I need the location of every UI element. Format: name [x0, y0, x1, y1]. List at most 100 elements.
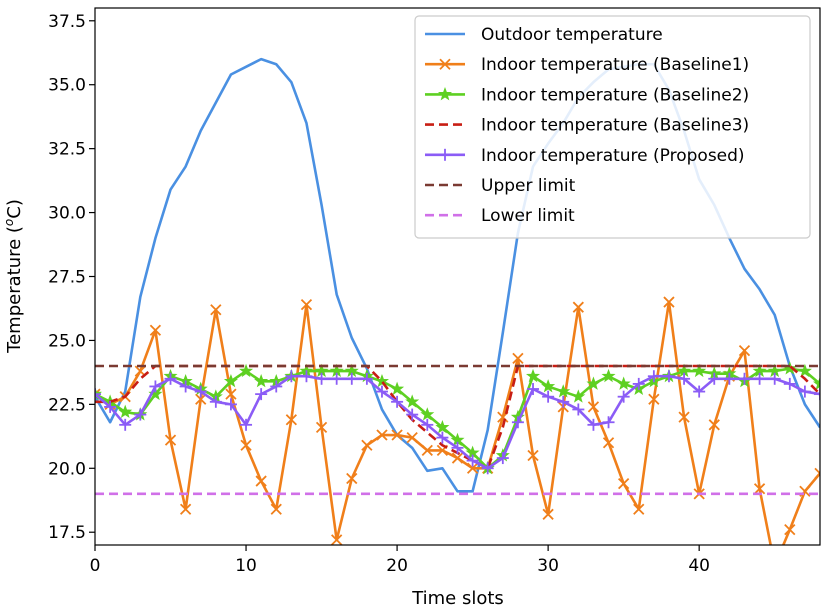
data-point [542, 508, 554, 520]
data-point [179, 503, 192, 515]
data-point [541, 379, 556, 393]
data-point [753, 372, 766, 385]
data-point [421, 444, 433, 457]
data-point [692, 363, 707, 378]
data-point [223, 373, 238, 388]
legend-label: Indoor temperature (Baseline2) [481, 85, 749, 105]
legend-entry: Indoor temperature (Baseline1) [425, 55, 749, 75]
data-point [225, 388, 237, 400]
x-tick-label: 0 [90, 556, 101, 576]
legend-entry: Upper limit [425, 176, 576, 196]
data-point [556, 384, 571, 398]
legend-entry: Indoor temperature (Proposed) [425, 146, 745, 166]
data-point [663, 296, 675, 308]
data-point [798, 385, 811, 398]
data-point [512, 352, 524, 364]
data-point [678, 411, 690, 423]
data-point [300, 298, 313, 311]
data-point [330, 372, 343, 385]
data-point [134, 408, 147, 421]
y-tick-label: 22.5 [48, 395, 86, 415]
data-point [360, 372, 373, 385]
data-point [270, 503, 282, 515]
data-point [797, 363, 812, 378]
data-point [405, 394, 420, 408]
legend-marker [439, 58, 451, 70]
data-point [420, 407, 435, 421]
series-4 [95, 370, 820, 475]
data-point [104, 400, 117, 413]
legend-label: Indoor temperature (Baseline1) [481, 55, 749, 75]
x-axis-label: Time slots [411, 588, 504, 609]
data-point [693, 385, 706, 398]
y-axis-label: Temperature (oC) [2, 199, 25, 354]
legend-label: Upper limit [481, 176, 576, 196]
data-point [542, 390, 555, 403]
data-point [511, 416, 524, 429]
data-point [421, 418, 434, 431]
data-point [375, 385, 388, 398]
x-ticks: 0 10 20 30 40 [90, 545, 710, 576]
data-point [391, 395, 404, 408]
data-point [723, 372, 736, 385]
data-point [708, 419, 720, 431]
data-point [783, 377, 796, 390]
data-point [270, 380, 283, 393]
y-tick-label: 27.5 [48, 268, 86, 288]
data-point [406, 408, 419, 421]
data-point [148, 386, 163, 401]
data-point [255, 475, 267, 487]
data-point [738, 345, 751, 357]
data-point [814, 388, 820, 401]
legend-entry: Lower limit [425, 206, 575, 226]
data-point [647, 370, 660, 383]
data-point [436, 431, 449, 444]
data-point [209, 395, 222, 408]
legend-box [414, 15, 811, 239]
data-point [587, 401, 600, 413]
data-point [768, 372, 781, 385]
y-tick-label: 35.0 [48, 76, 86, 96]
data-point [346, 472, 358, 485]
data-point [390, 381, 405, 395]
data-point [119, 418, 132, 431]
data-point [374, 373, 389, 388]
legend: Outdoor temperature Indoor temperature (B… [414, 15, 811, 239]
legend-entry: Indoor temperature (Baseline2) [425, 85, 749, 105]
data-point [406, 431, 418, 444]
data-point [451, 441, 464, 454]
y-tick-label: 25.0 [48, 331, 86, 351]
legend-marker [439, 148, 451, 161]
data-point [557, 395, 570, 408]
data-point [391, 429, 403, 441]
data-point [526, 368, 541, 383]
data-point [782, 361, 797, 375]
y-axis-label-unit: C) [4, 199, 25, 219]
data-point [812, 376, 820, 390]
data-point [95, 388, 101, 401]
y-tick-label: 37.5 [48, 12, 86, 32]
data-point [616, 376, 631, 390]
data-point [361, 439, 373, 451]
data-point [451, 452, 464, 464]
legend-label: Indoor temperature (Proposed) [481, 146, 745, 166]
data-point [315, 372, 328, 385]
data-point [331, 534, 343, 545]
data-point [784, 524, 796, 536]
y-axis-label-main: Temperature ( [4, 226, 25, 354]
series-layer [95, 57, 820, 545]
data-point [586, 376, 601, 390]
x-tick-label: 40 [688, 556, 710, 576]
legend-marker [437, 87, 453, 101]
data-point [224, 398, 237, 411]
y-tick-label: 30.0 [48, 204, 86, 224]
y-tick-label: 32.5 [48, 140, 86, 160]
data-point [602, 416, 615, 429]
data-point [814, 467, 820, 480]
y-ticks: 17.5 20.0 22.5 25.0 27.5 30.0 32.5 35.0 37.5 [48, 12, 95, 543]
data-point [708, 372, 721, 385]
y-tick-label: 20.0 [48, 459, 86, 479]
data-point [678, 372, 691, 385]
legend-entry: Indoor temperature (Baseline3) [425, 116, 749, 136]
